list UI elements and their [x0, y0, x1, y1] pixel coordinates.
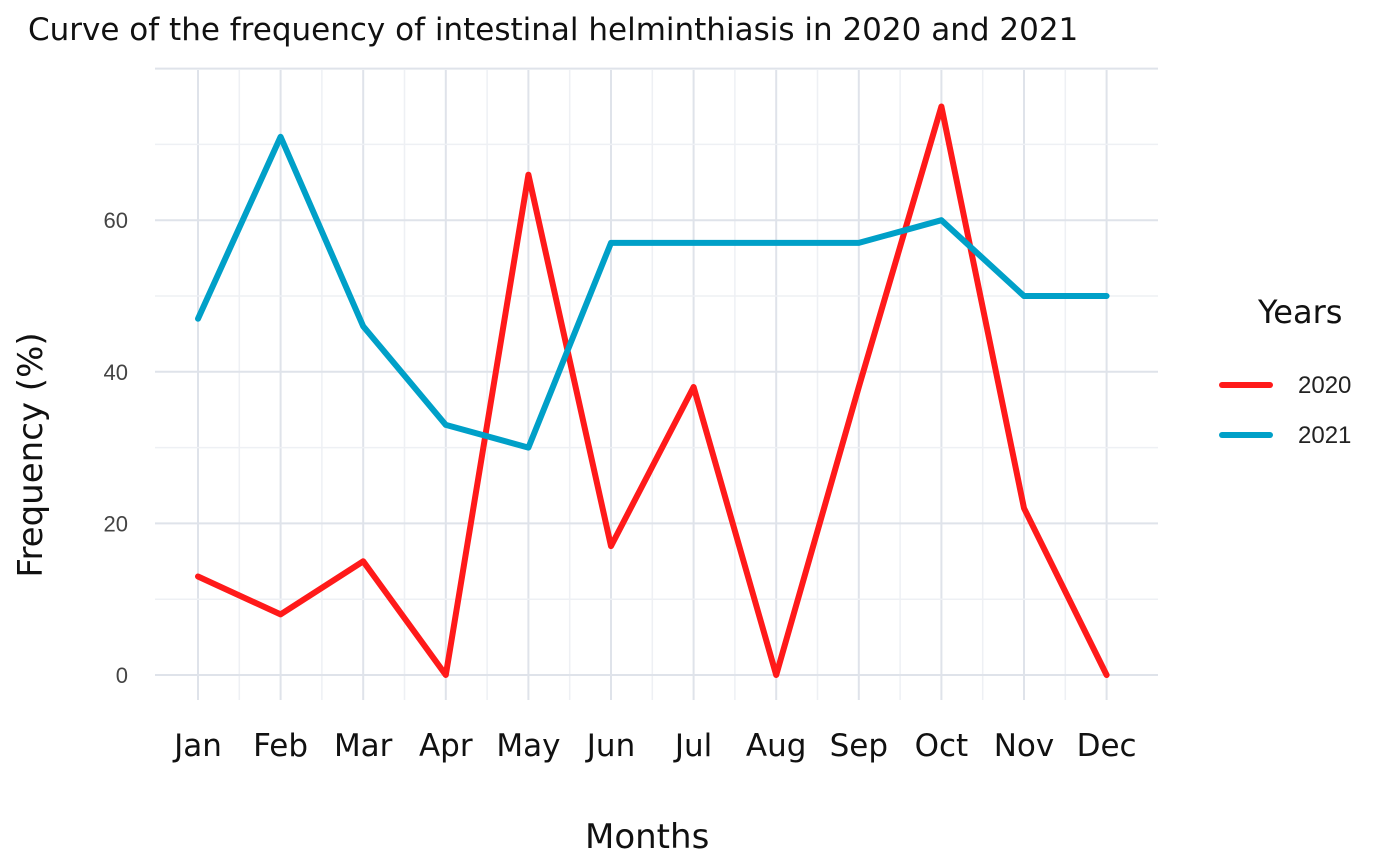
- x-tick-label: Feb: [253, 728, 308, 764]
- x-tick-label: Jun: [585, 728, 635, 764]
- x-axis-ticks: Jan Feb Mar Apr May Jun Jul Aug Sep Oct Nov Dec: [172, 728, 1136, 764]
- series-lines: [195, 103, 1110, 678]
- x-tick-label: Oct: [915, 728, 969, 764]
- y-tick-label: 40: [104, 360, 128, 385]
- x-tick-label: Sep: [830, 728, 888, 764]
- x-tick-label: Nov: [994, 728, 1055, 764]
- legend-label: 2020: [1298, 372, 1351, 399]
- y-tick-label: 20: [104, 511, 128, 536]
- x-tick-label: May: [496, 728, 560, 764]
- plot-grid: [155, 67, 1158, 700]
- y-tick-label: 0: [116, 663, 128, 688]
- x-tick-label: Jul: [673, 728, 712, 764]
- x-tick-label: Apr: [419, 728, 473, 764]
- x-tick-label: Mar: [334, 728, 393, 764]
- y-axis-title: Frequency (%): [11, 332, 51, 577]
- y-tick-label: 60: [104, 208, 128, 233]
- x-tick-label: Dec: [1077, 728, 1137, 764]
- y-axis-ticks: 0 20 40 60: [104, 208, 128, 688]
- series-line-2021: [195, 133, 1110, 451]
- legend-title: Years: [1257, 293, 1342, 331]
- legend: Years 2020 2021: [1219, 293, 1351, 449]
- x-tick-label: Aug: [746, 728, 807, 764]
- x-axis-title: Months: [585, 817, 709, 857]
- legend-label: 2021: [1298, 422, 1351, 449]
- series-line-2020: [195, 103, 1110, 678]
- x-tick-label: Jan: [172, 728, 222, 764]
- chart-title: Curve of the frequency of intestinal hel…: [28, 12, 1078, 48]
